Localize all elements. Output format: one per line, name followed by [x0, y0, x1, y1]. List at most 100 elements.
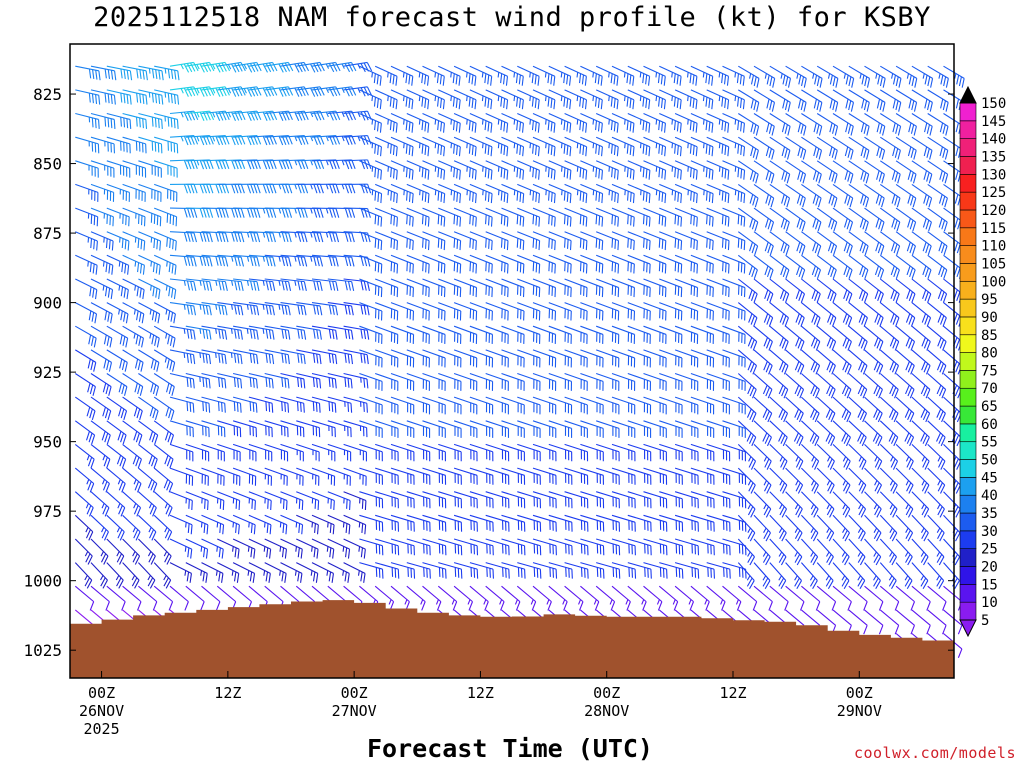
colorbar-swatch — [959, 209, 977, 229]
wind-barb — [501, 562, 526, 579]
wind-barb — [611, 231, 635, 251]
wind-barb — [611, 396, 636, 415]
wind-barb — [390, 396, 415, 415]
wind-barb — [548, 514, 573, 532]
wind-barb — [280, 231, 308, 243]
wind-barb — [201, 585, 221, 611]
credit-link[interactable]: coolwx.com/models — [853, 744, 1016, 762]
wind-barb — [359, 160, 383, 180]
wind-barb — [627, 514, 652, 532]
colorbar-label: 55 — [981, 435, 998, 451]
wind-barb — [122, 65, 148, 81]
wind-barb — [390, 89, 414, 110]
wind-barb — [485, 136, 509, 157]
wind-barb — [233, 231, 261, 243]
colorbar-swatch — [959, 405, 977, 425]
wind-barb — [879, 538, 897, 566]
wind-barb — [879, 585, 900, 611]
wind-barb — [154, 160, 178, 178]
wind-barb — [153, 396, 175, 421]
wind-barb — [674, 136, 698, 157]
colorbar-label: 95 — [981, 292, 998, 308]
wind-barb — [753, 325, 773, 351]
wind-barb — [769, 396, 789, 423]
wind-barb — [627, 160, 651, 180]
wind-barb — [737, 538, 755, 566]
wind-barb — [390, 302, 415, 321]
wind-barb — [532, 325, 557, 344]
wind-barb — [706, 443, 731, 462]
wind-barb — [864, 396, 883, 423]
wind-barb — [122, 231, 146, 251]
colorbar-swatch — [959, 280, 977, 300]
wind-barb — [532, 491, 557, 509]
wind-barb — [627, 420, 652, 438]
wind-barb — [296, 491, 320, 511]
wind-barb — [659, 514, 684, 532]
wind-barb — [864, 302, 884, 327]
wind-barb — [674, 443, 699, 462]
wind-barb — [469, 136, 493, 157]
wind-barb — [911, 113, 933, 136]
colorbar-label: 70 — [981, 381, 998, 397]
wind-barb — [90, 443, 111, 469]
wind-barb — [233, 278, 260, 292]
wind-barb — [848, 231, 869, 256]
wind-barb — [879, 254, 900, 279]
wind-barb — [138, 467, 158, 493]
wind-barb — [169, 467, 194, 486]
wind-barb — [122, 491, 142, 517]
terrain-surface — [70, 600, 954, 678]
wind-barb — [248, 254, 276, 267]
wind-barb — [138, 183, 162, 202]
wind-barb — [532, 278, 556, 298]
wind-barb — [75, 207, 99, 227]
wind-barb — [611, 112, 635, 133]
wind-barb — [643, 349, 667, 368]
wind-barb — [248, 231, 276, 243]
wind-barb — [422, 538, 447, 556]
wind-barb — [801, 65, 823, 88]
wind-barb — [769, 373, 789, 399]
wind-barb — [327, 61, 357, 73]
wind-barb — [280, 467, 304, 486]
wind-barb — [469, 372, 494, 391]
wind-barb — [390, 467, 415, 485]
wind-barb — [422, 491, 447, 509]
wind-barb — [185, 159, 214, 170]
wind-barb — [690, 302, 714, 321]
colorbar-label: 65 — [981, 399, 998, 415]
wind-barb — [659, 160, 682, 180]
wind-barb — [517, 136, 540, 157]
wind-barb — [611, 349, 636, 368]
wind-barb — [864, 183, 885, 208]
wind-barb — [469, 491, 494, 509]
wind-barb — [753, 278, 774, 303]
wind-barb — [611, 254, 635, 274]
wind-barb — [832, 538, 850, 566]
wind-barb — [848, 207, 869, 232]
wind-barb — [453, 562, 479, 579]
wind-barb — [879, 302, 900, 327]
wind-barb — [690, 325, 714, 344]
wind-barb — [706, 396, 730, 415]
wind-barb — [359, 420, 383, 438]
wind-barb — [769, 65, 792, 88]
wind-barb — [327, 372, 353, 389]
wind-barb — [643, 112, 666, 133]
wind-barb — [706, 160, 730, 180]
wind-barb — [769, 585, 789, 611]
wind-barb — [801, 514, 819, 542]
wind-barb — [911, 585, 931, 611]
wind-barb — [106, 467, 126, 493]
wind-barb — [422, 467, 447, 485]
wind-barb — [264, 467, 288, 486]
wind-barb — [722, 136, 746, 157]
colorbar-swatch — [959, 584, 977, 603]
wind-barb — [801, 207, 822, 232]
wind-barb — [469, 562, 494, 579]
wind-barb — [75, 325, 97, 348]
wind-barb — [911, 160, 933, 184]
wind-barb — [122, 562, 140, 589]
wind-barb — [264, 207, 293, 218]
